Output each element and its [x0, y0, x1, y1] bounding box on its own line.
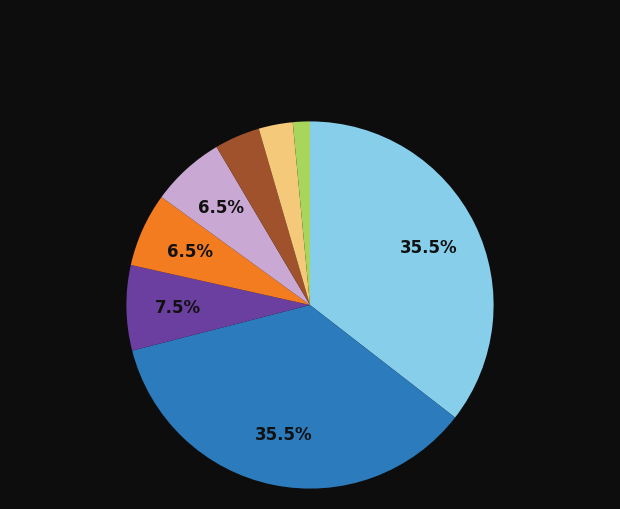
Wedge shape: [293, 122, 310, 305]
Wedge shape: [216, 129, 310, 305]
Wedge shape: [259, 123, 310, 305]
Text: 35.5%: 35.5%: [400, 238, 458, 257]
Wedge shape: [310, 122, 494, 418]
Wedge shape: [132, 305, 455, 489]
Wedge shape: [126, 265, 310, 351]
Text: 7.5%: 7.5%: [155, 298, 201, 317]
Wedge shape: [161, 148, 310, 305]
Text: 6.5%: 6.5%: [167, 242, 213, 260]
Text: 6.5%: 6.5%: [198, 199, 244, 217]
Wedge shape: [131, 197, 310, 305]
Text: 35.5%: 35.5%: [254, 426, 312, 443]
